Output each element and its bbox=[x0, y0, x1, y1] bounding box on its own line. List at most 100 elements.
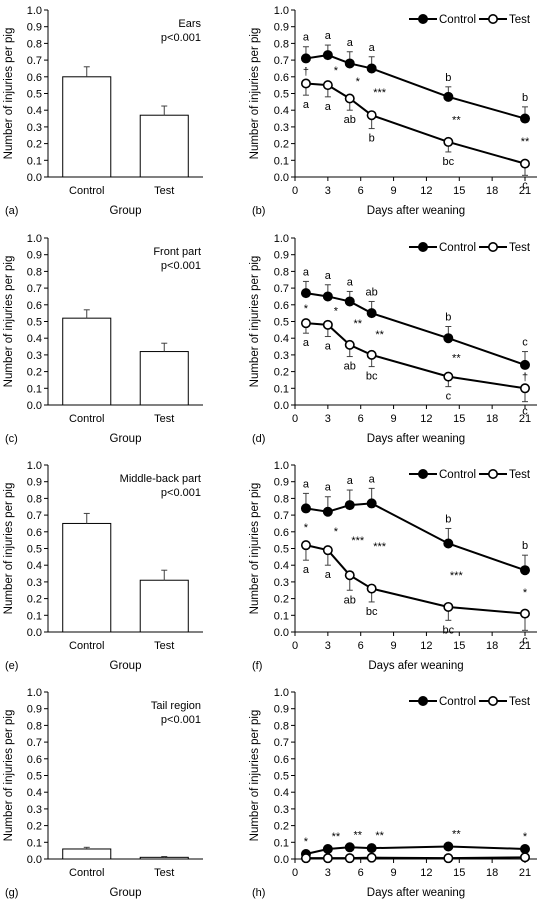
group-letter: bc bbox=[443, 624, 455, 636]
y-tick-label: 0.8 bbox=[27, 38, 42, 50]
x-tick-label: 3 bbox=[325, 867, 331, 879]
x-tick-label: 18 bbox=[486, 640, 498, 652]
data-point bbox=[519, 158, 530, 169]
y-axis-label: Number of injuries per pig bbox=[249, 256, 261, 388]
data-point bbox=[322, 545, 333, 556]
x-tick-label: 3 bbox=[325, 413, 331, 425]
x-axis-label: Group bbox=[110, 433, 142, 445]
series-line bbox=[305, 82, 526, 165]
y-tick-label: 0.1 bbox=[27, 610, 42, 622]
group-letter: a bbox=[303, 99, 310, 111]
x-tick-label: 3 bbox=[325, 185, 331, 197]
y-tick-label: 0.2 bbox=[27, 367, 42, 379]
data-point bbox=[344, 500, 355, 511]
panel-label: (d) bbox=[252, 433, 265, 445]
data-point bbox=[344, 842, 355, 853]
series-line bbox=[305, 322, 526, 390]
x-tick-label: Control bbox=[69, 413, 104, 425]
legend: Control Test bbox=[409, 695, 531, 708]
significance-marker: ** bbox=[452, 352, 461, 364]
y-tick-label: 1.0 bbox=[27, 233, 42, 245]
y-tick-label: 0.4 bbox=[27, 333, 42, 345]
group-letter: a bbox=[325, 30, 332, 42]
y-tick-label: 0.8 bbox=[274, 266, 289, 278]
group-letter: c bbox=[522, 406, 528, 418]
data-point bbox=[300, 288, 311, 299]
y-tick-label: 0.0 bbox=[274, 172, 289, 184]
group-letter: b bbox=[522, 92, 528, 104]
legend-label: Control bbox=[439, 469, 476, 481]
series-control: a a a a b b bbox=[300, 473, 530, 576]
data-point bbox=[300, 318, 311, 329]
bar-control bbox=[62, 76, 112, 178]
y-tick-label: 0.9 bbox=[27, 477, 42, 489]
significance-marker: † bbox=[303, 66, 309, 78]
panel-b: 0.0 0.1 0.2 0.3 0.4 0.5 0.6 0.7 0.8 0.9 1.0 Number … bbox=[249, 5, 537, 217]
data-point bbox=[519, 852, 530, 863]
y-tick-label: 0.2 bbox=[27, 594, 42, 606]
y-tick-label: 0.4 bbox=[274, 560, 289, 572]
panel-f: 0.0 0.1 0.2 0.3 0.4 0.5 0.6 0.7 0.8 0.9 1.0 Number … bbox=[249, 460, 537, 672]
x-tick-label: 9 bbox=[391, 413, 397, 425]
y-tick-label: 0.5 bbox=[27, 544, 42, 556]
x-tick-label: 0 bbox=[292, 640, 298, 652]
y-tick-label: 0.9 bbox=[274, 250, 289, 262]
x-tick-label: 3 bbox=[325, 640, 331, 652]
y-tick-label: 0.2 bbox=[27, 139, 42, 151]
group-letter: a bbox=[325, 569, 332, 581]
bar-test bbox=[139, 579, 189, 633]
y-tick-label: 0.4 bbox=[27, 105, 42, 117]
data-point bbox=[300, 540, 311, 551]
legend-label: Test bbox=[509, 469, 531, 481]
x-tick-label: 6 bbox=[358, 867, 364, 879]
legend-label: Control bbox=[439, 14, 476, 26]
group-letter: a bbox=[303, 266, 310, 278]
group-letter: b bbox=[369, 133, 375, 145]
y-tick-label: 0.4 bbox=[274, 105, 289, 117]
x-tick-label: 12 bbox=[420, 185, 432, 197]
data-point bbox=[322, 506, 333, 517]
data-point bbox=[366, 63, 377, 74]
data-point bbox=[322, 80, 333, 91]
group-letter: c bbox=[446, 391, 452, 403]
x-axis-label: Days after weaning bbox=[367, 887, 465, 899]
data-point bbox=[443, 853, 454, 864]
x-axis-label: Group bbox=[110, 887, 142, 899]
y-tick-label: 0.0 bbox=[27, 627, 42, 639]
data-point bbox=[366, 843, 377, 854]
significance-marker: ** bbox=[332, 831, 341, 843]
y-tick-label: 0.8 bbox=[27, 266, 42, 278]
y-tick-label: 0.6 bbox=[27, 300, 42, 312]
series-line bbox=[305, 856, 526, 860]
legend-marker bbox=[487, 14, 498, 24]
significance-marker: *** bbox=[450, 570, 464, 582]
x-tick-label: 21 bbox=[519, 640, 531, 652]
x-tick-label: 18 bbox=[486, 185, 498, 197]
y-tick-label: 1.0 bbox=[274, 233, 289, 245]
data-point bbox=[322, 50, 333, 61]
x-tick-label: 0 bbox=[292, 867, 298, 879]
panel-annotation: Ears bbox=[178, 18, 201, 30]
legend: Control Test bbox=[409, 468, 531, 481]
series-line bbox=[305, 54, 526, 120]
y-tick-label: 0.3 bbox=[27, 122, 42, 134]
panel-label: (g) bbox=[5, 887, 18, 899]
x-axis-label: Days after weaning bbox=[367, 433, 465, 445]
y-tick-label: 0.7 bbox=[27, 510, 42, 522]
data-point bbox=[300, 53, 311, 64]
y-tick-label: 0.3 bbox=[274, 350, 289, 362]
y-axis-label: Number of injuries per pig bbox=[3, 28, 15, 160]
y-tick-label: 0.3 bbox=[274, 122, 289, 134]
panel-annotation: Tail region bbox=[151, 700, 201, 712]
x-tick-label: 12 bbox=[420, 413, 432, 425]
y-tick-label: 0.8 bbox=[274, 493, 289, 505]
significance-marker: *** bbox=[373, 87, 387, 99]
x-tick-label: 15 bbox=[453, 867, 465, 879]
group-letter: a bbox=[347, 276, 354, 288]
legend: Control Test bbox=[409, 14, 531, 26]
y-tick-label: 0.7 bbox=[27, 55, 42, 67]
group-letter: a bbox=[303, 337, 310, 349]
data-point bbox=[443, 538, 454, 549]
